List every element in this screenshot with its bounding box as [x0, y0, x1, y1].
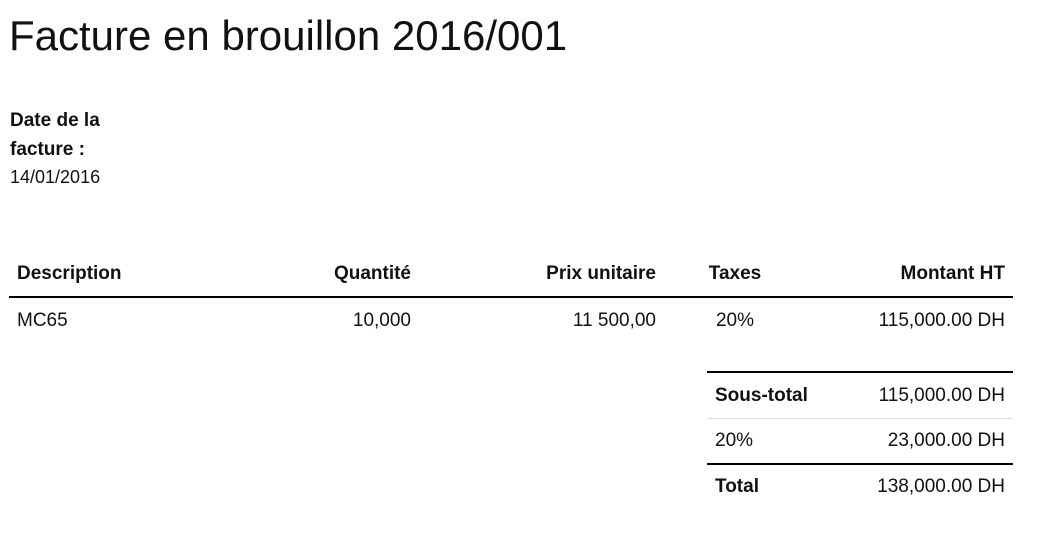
subtotal-value: 115,000.00 DH — [843, 371, 1013, 419]
tax-value: 23,000.00 DH — [887, 430, 1005, 451]
tax-label: 20% — [715, 430, 754, 451]
header-quantity: Quantité — [225, 252, 419, 298]
header-unit-price: Prix unitaire — [419, 252, 664, 298]
total-label: Total — [707, 463, 843, 508]
header-description: Description — [9, 252, 225, 298]
total-row: Total 138,000.00 DH — [707, 463, 1013, 508]
subtotal-row: Sous-total 115,000.00 DH — [707, 371, 1013, 419]
table-row: MC65 10,000 11 500,00 20% 115,000.00 DH — [9, 297, 1013, 344]
line-quantity: 10,000 — [352, 310, 411, 331]
line-description: MC65 — [17, 310, 68, 331]
invoice-totals-table: Sous-total 115,000.00 DH 20% 23,000.00 D… — [707, 371, 1013, 508]
invoice-date-label: Date de la facture : — [10, 110, 100, 160]
header-taxes: Taxes — [664, 252, 806, 298]
invoice-title: Facture en brouillon 2016/001 — [9, 12, 568, 59]
subtotal-label: Sous-total — [707, 371, 843, 419]
total-value: 138,000.00 DH — [843, 463, 1013, 508]
tax-row: 20% 23,000.00 DH — [707, 419, 1013, 465]
invoice-date-value: 14/01/2016 — [10, 167, 101, 187]
invoice-date-block: Date de la facture : 14/01/2016 — [10, 106, 140, 190]
table-header-row: Description Quantité Prix unitaire Taxes… — [9, 252, 1013, 298]
line-taxes: 20% — [715, 310, 755, 331]
header-amount: Montant HT — [806, 252, 1013, 298]
invoice-lines-table: Description Quantité Prix unitaire Taxes… — [9, 252, 1013, 344]
line-unit-price: 11 500,00 — [572, 310, 656, 331]
line-amount: 115,000.00 DH — [878, 310, 1005, 331]
